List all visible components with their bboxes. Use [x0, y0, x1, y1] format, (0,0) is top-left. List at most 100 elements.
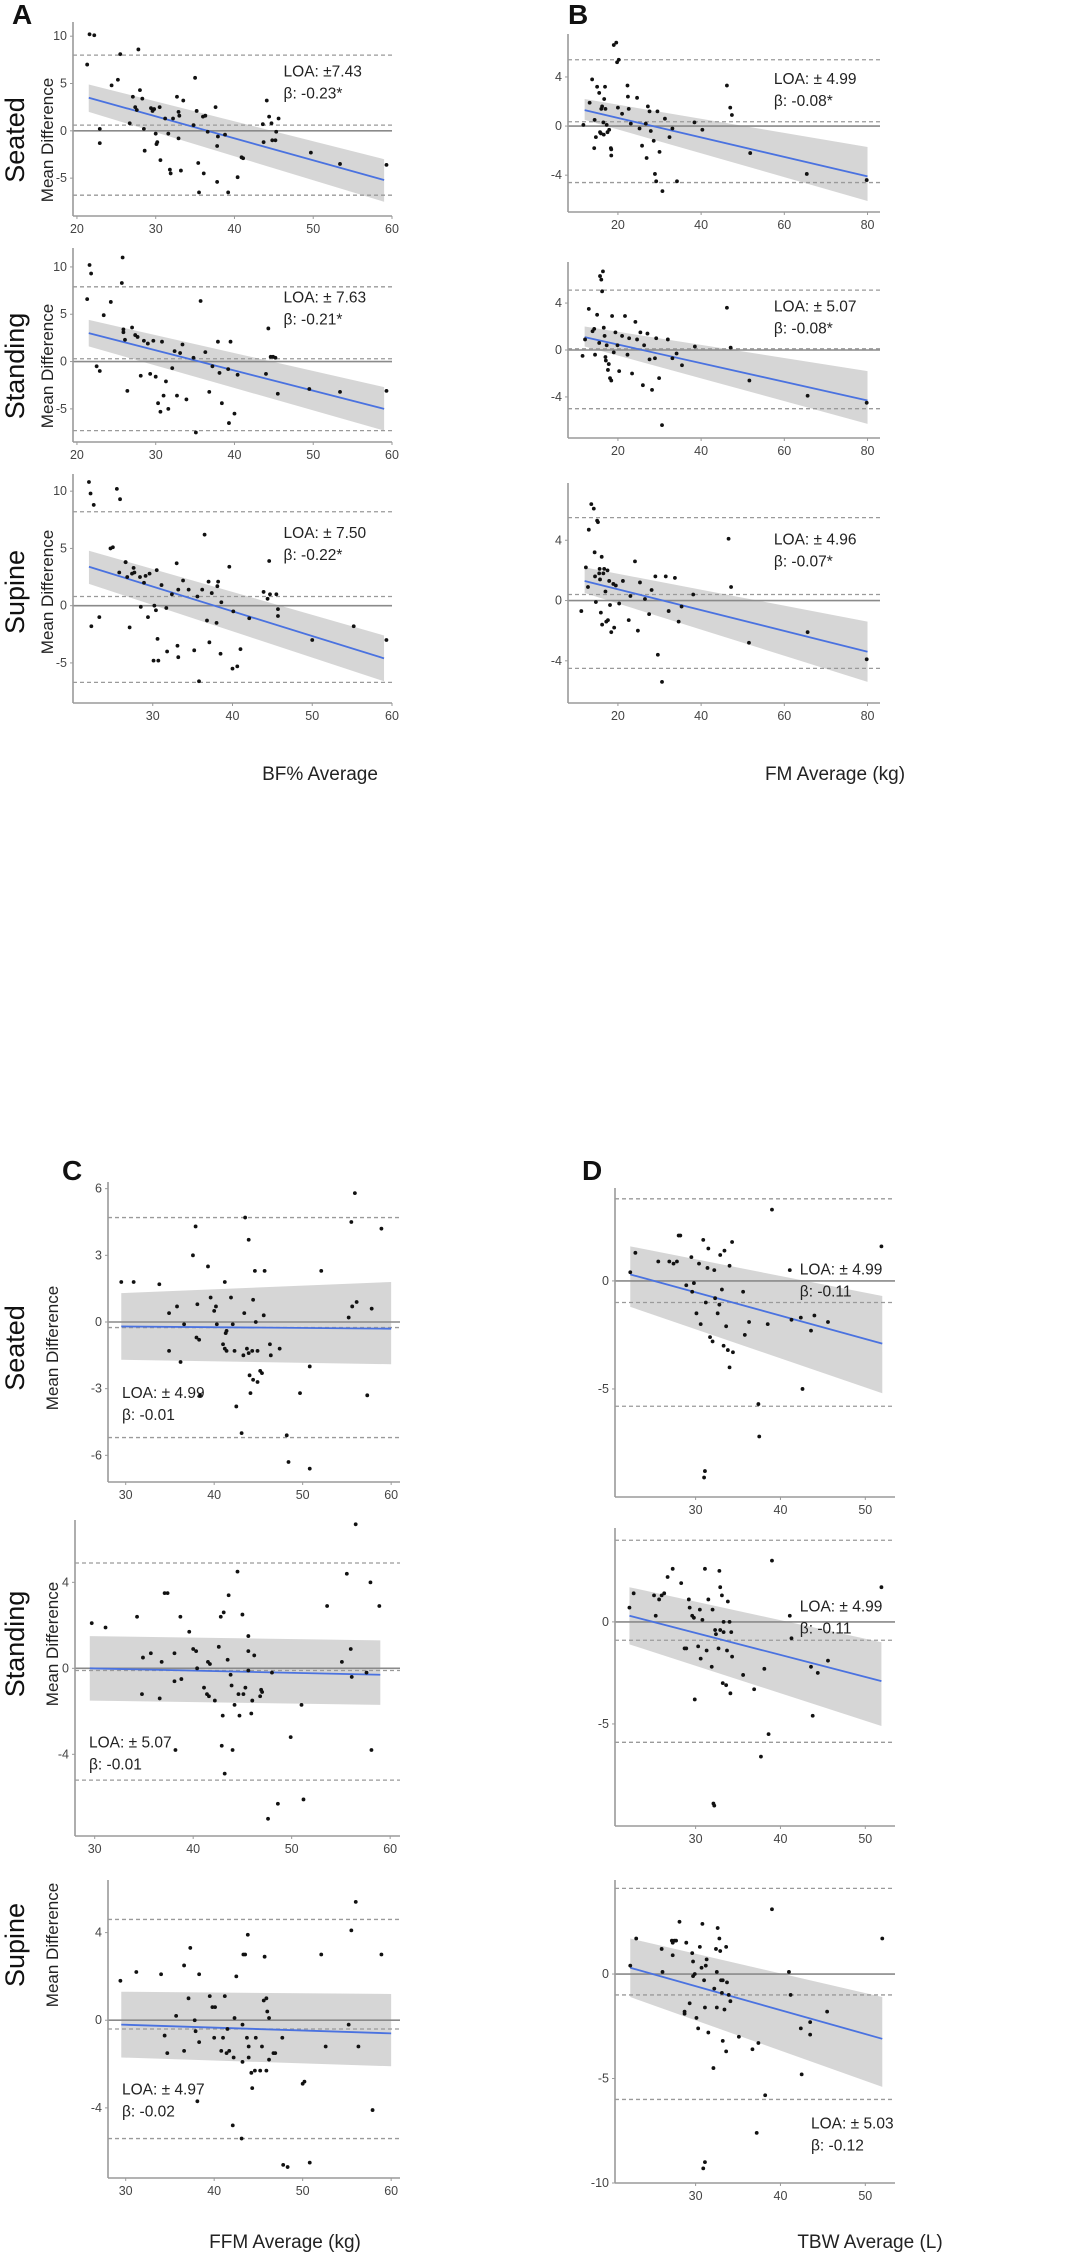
data-point: [364, 1670, 369, 1675]
data-point: [323, 2044, 328, 2049]
data-point: [152, 107, 157, 111]
data-point: [260, 122, 265, 127]
data-point: [770, 1207, 774, 1212]
data-point: [718, 1628, 723, 1632]
data-point: [706, 2030, 711, 2035]
data-point: [640, 143, 644, 148]
x-tick-label: 50: [858, 2189, 872, 2203]
data-point: [173, 1748, 178, 1752]
data-point: [879, 1244, 884, 1249]
data-point: [356, 2044, 361, 2049]
data-point: [675, 179, 679, 184]
data-point: [603, 358, 608, 363]
data-point: [714, 1632, 718, 1637]
data-point: [87, 263, 92, 267]
data-point: [593, 574, 597, 579]
data-point: [596, 520, 600, 525]
data-point: [666, 609, 671, 613]
data-point: [166, 131, 171, 136]
data-point: [606, 618, 610, 623]
data-point: [728, 105, 733, 110]
x-tick-label: 40: [186, 1842, 200, 1856]
data-point: [727, 1365, 732, 1370]
data-point: [694, 1311, 699, 1316]
data-point: [660, 1970, 665, 1974]
data-point: [620, 111, 624, 116]
data-point: [157, 1696, 162, 1701]
data-point: [94, 364, 99, 369]
beta-annotation: β: -0.21*: [284, 311, 343, 328]
data-point: [662, 1591, 667, 1596]
data-point: [205, 129, 210, 134]
data-point: [706, 1246, 711, 1251]
data-point: [800, 1387, 805, 1391]
loa-annotation: LOA: ± 5.03: [811, 2115, 894, 2132]
data-point: [379, 1952, 384, 1957]
data-point: [789, 1317, 794, 1322]
data-point: [670, 1566, 675, 1571]
data-point: [699, 1965, 704, 1970]
data-point: [201, 171, 206, 176]
data-point: [161, 393, 166, 398]
data-point: [195, 594, 200, 599]
x-tick-label: 20: [70, 448, 84, 462]
data-point: [697, 1607, 702, 1612]
data-point: [711, 2066, 716, 2070]
data-point: [726, 1993, 731, 1997]
data-point: [222, 1771, 227, 1776]
data-point: [246, 1351, 251, 1356]
data-point: [789, 1636, 794, 1641]
data-point: [604, 122, 609, 127]
data-point: [729, 585, 733, 589]
data-point: [353, 1522, 358, 1527]
data-point: [165, 1591, 170, 1595]
data-point: [700, 1617, 705, 1622]
data-point: [728, 1999, 733, 2004]
y-tick-label: -5: [56, 656, 67, 670]
data-point: [157, 1282, 162, 1287]
ci-band: [630, 1938, 883, 2087]
data-point: [667, 135, 672, 140]
regression-line: [88, 565, 385, 660]
data-point: [260, 1371, 264, 1376]
y-tick-label: 0: [602, 1615, 609, 1629]
data-point: [176, 587, 181, 592]
data-point: [310, 638, 315, 642]
row-label-seated-ab: Seated: [0, 97, 30, 183]
data-point: [178, 351, 183, 355]
y-tick-label: 0: [60, 599, 67, 613]
plot-d-seated: 0 -5 30 40 50 LOA: ± 4.99 β: -0.11: [598, 1188, 895, 1517]
data-point: [605, 568, 610, 573]
data-point: [614, 40, 619, 45]
data-point: [682, 2011, 687, 2016]
data-point: [273, 138, 278, 143]
data-point: [97, 127, 102, 131]
data-point: [277, 1346, 282, 1351]
data-point: [635, 628, 640, 633]
data-point: [207, 1994, 212, 1999]
data-point: [216, 579, 221, 584]
data-point: [346, 1315, 351, 1320]
data-point: [148, 371, 153, 376]
data-point: [384, 162, 389, 167]
data-point: [721, 1343, 726, 1348]
data-point: [286, 1460, 291, 1464]
data-point: [603, 355, 608, 359]
data-point: [191, 355, 196, 360]
data-point: [276, 116, 281, 121]
data-point: [88, 491, 93, 496]
data-point: [625, 83, 630, 88]
data-point: [674, 351, 679, 356]
y-tick-label: 0: [95, 1315, 102, 1329]
data-point: [648, 129, 653, 133]
data-point: [368, 1580, 373, 1585]
data-point: [198, 299, 203, 303]
data-point: [181, 98, 186, 103]
data-point: [206, 579, 211, 584]
loa-annotation: LOA: ± 5.07: [89, 1735, 172, 1752]
data-point: [235, 175, 240, 180]
data-point: [141, 127, 146, 131]
y-tick-label: 3: [95, 1248, 102, 1262]
data-point: [600, 104, 605, 109]
data-point: [308, 150, 313, 155]
